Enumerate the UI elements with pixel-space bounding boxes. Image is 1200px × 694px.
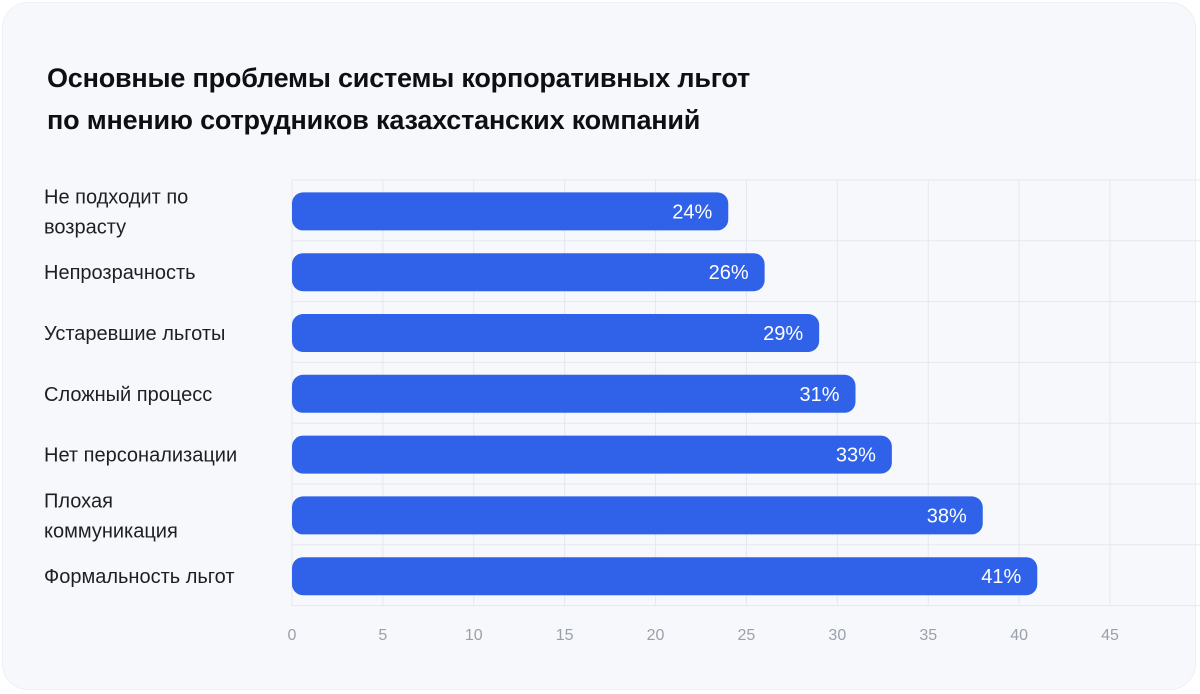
x-tick-label-3: 15	[556, 627, 574, 644]
bar-3	[292, 374, 856, 413]
bar-6	[292, 557, 1038, 596]
category-label-4: Нет персонализации	[44, 445, 237, 467]
bar-4	[292, 435, 892, 474]
chart-title-line-2: по мнению сотрудников казахстанских комп…	[47, 105, 701, 135]
bar-value-label-2: 29%	[763, 323, 803, 345]
category-label-line: возрасту	[44, 216, 126, 238]
category-label-line: Непрозрачность	[44, 262, 196, 284]
bar-value-label-0: 24%	[672, 201, 712, 223]
category-label-line: Устаревшие льготы	[44, 323, 225, 345]
category-label-2: Устаревшие льготы	[44, 323, 225, 345]
bar-value-label-6: 41%	[981, 566, 1021, 588]
x-tick-label-7: 35	[919, 627, 937, 644]
chart-title-line-1: Основные проблемы системы корпоративных …	[47, 63, 751, 93]
bar-1	[292, 253, 765, 292]
category-label-line: Плохая	[44, 490, 113, 512]
category-label-line: Не подходит по	[44, 186, 188, 208]
x-tick-label-5: 25	[738, 627, 756, 644]
x-tick-label-1: 5	[378, 627, 387, 644]
bar-5	[292, 496, 983, 535]
category-label-3: Сложный процесс	[44, 384, 212, 406]
x-tick-label-2: 10	[465, 627, 483, 644]
category-label-line: Нет персонализации	[44, 445, 237, 467]
category-label-5: Плохая коммуникация	[44, 490, 178, 542]
x-tick-label-6: 30	[828, 627, 846, 644]
x-tick-label-9: 45	[1101, 627, 1119, 644]
category-label-line: Сложный процесс	[44, 384, 212, 406]
category-label-0: Не подходит по возрасту	[44, 186, 188, 238]
bar-2	[292, 314, 820, 352]
bar-value-label-5: 38%	[927, 505, 967, 527]
bar-value-label-4: 33%	[836, 445, 876, 467]
bar-value-label-1: 26%	[709, 262, 749, 284]
category-label-1: Непрозрачность	[44, 262, 196, 284]
x-tick-label-4: 20	[647, 627, 665, 644]
category-label-line: Формальность льгот	[44, 566, 235, 588]
bar-value-label-3: 31%	[799, 384, 839, 406]
x-tick-label-8: 40	[1010, 627, 1028, 644]
chart-title: Основные проблемы системы корпоративных …	[47, 57, 750, 141]
x-tick-label-0: 0	[288, 627, 297, 644]
category-label-6: Формальность льгот	[44, 566, 235, 588]
bar-0	[292, 192, 729, 231]
category-label-line: коммуникация	[44, 520, 178, 542]
